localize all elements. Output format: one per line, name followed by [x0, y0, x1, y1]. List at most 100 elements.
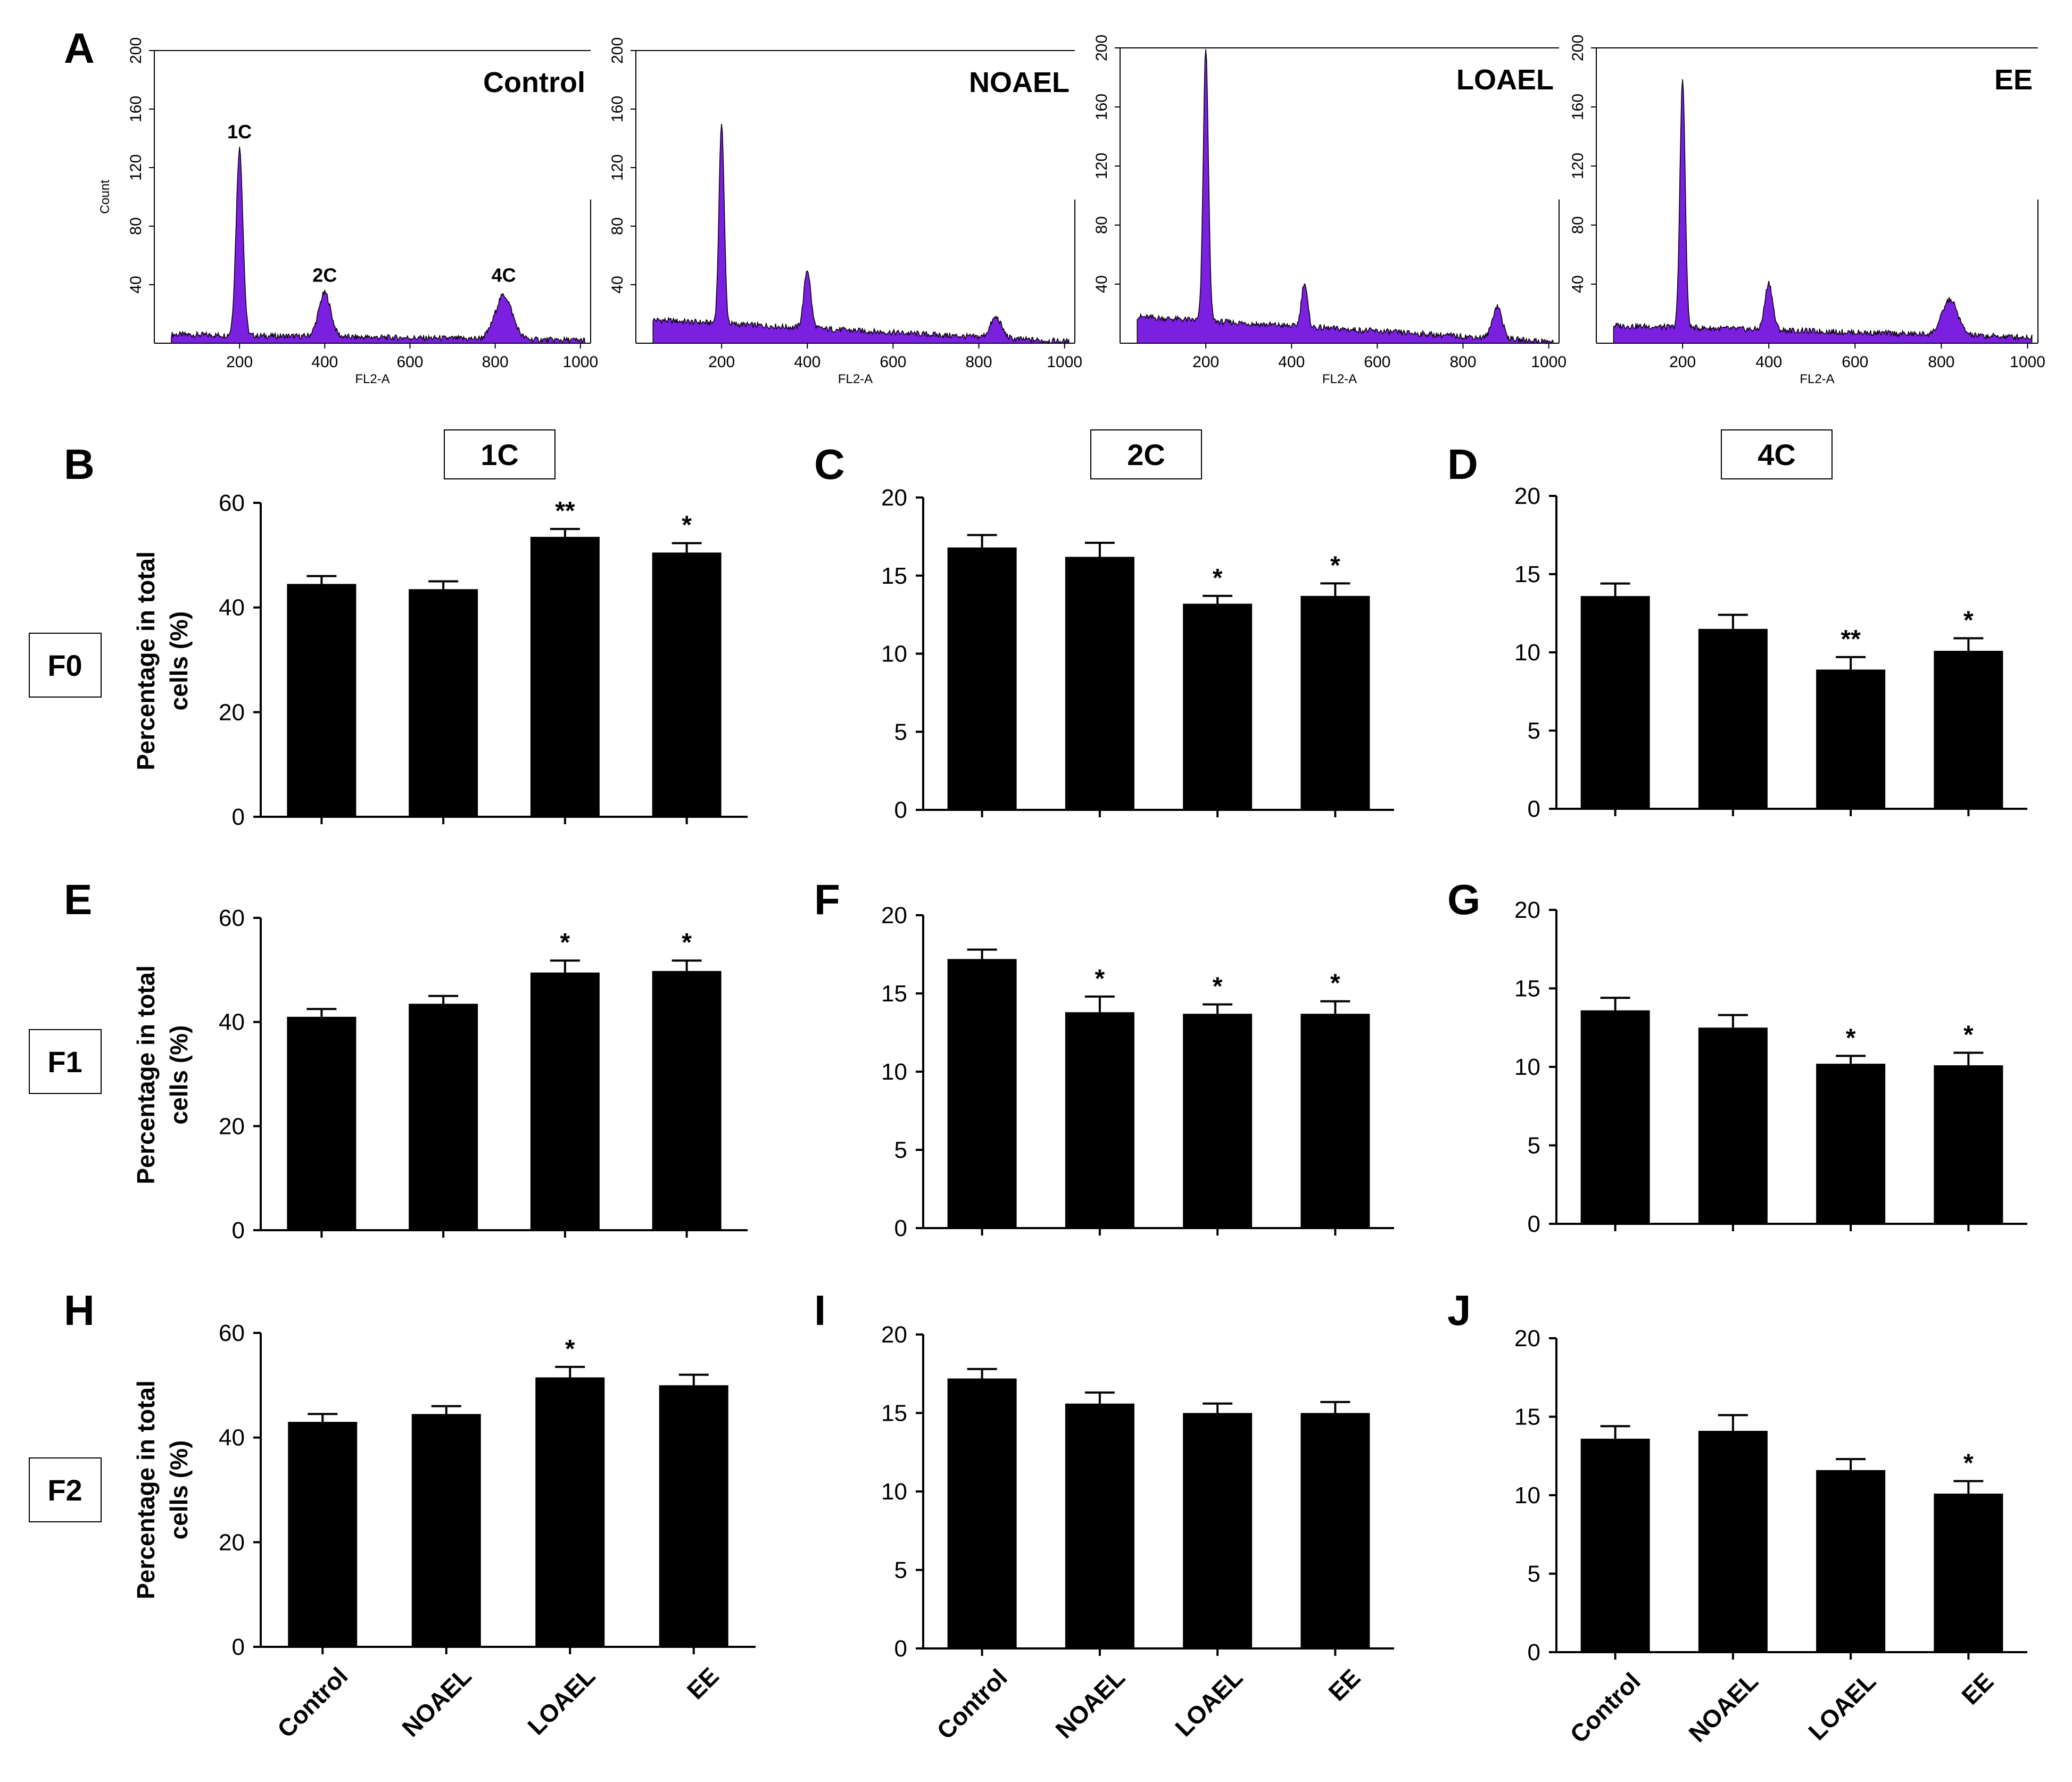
y-tick-label: 20	[1514, 1325, 1540, 1352]
y-axis-title-e: Percentage in total cells (%)	[132, 965, 193, 1184]
bar-chart-g: 0 5 10 15 20 * *	[1514, 897, 2027, 1237]
bar-ee	[1934, 651, 2003, 809]
significance-marker: *	[1330, 551, 1340, 579]
row-label-box-f0	[29, 633, 102, 698]
histogram-y-tick-label: 40	[127, 276, 145, 293]
panel-letter-a: A	[64, 24, 95, 72]
y-tick-label: 0	[894, 1636, 907, 1662]
histogram-curve	[652, 123, 1070, 345]
bar-ee	[652, 552, 722, 817]
histogram-layer: 200 400 600 800 1000 FL2-A 40 80 120 160 200 Count 1…	[98, 35, 2045, 386]
histogram-curve	[1613, 79, 2033, 344]
significance-marker: *	[1963, 1449, 1974, 1477]
category-label: EE	[1323, 1663, 1365, 1706]
bar-control	[1580, 1010, 1650, 1224]
histogram-peak-label: 2C	[312, 264, 337, 286]
histogram-y-tick-label: 40	[609, 276, 626, 293]
y-tick-label: 5	[1528, 1561, 1540, 1587]
y-tick-label: 20	[219, 699, 245, 725]
histogram-loael: 200 400 600 800 1000 FL2-A 40 80 120 160 200 LOAEL	[1093, 35, 1567, 386]
bar-noael	[409, 589, 478, 817]
row-label-f1: F1	[47, 1045, 82, 1079]
y-tick-label: 10	[881, 1059, 907, 1085]
y-tick-label: 20	[881, 1322, 907, 1348]
row-label-box-f1	[29, 1029, 102, 1094]
y-axis-title-b-line2: cells (%)	[165, 611, 193, 711]
panel-letter-i: I	[814, 1287, 826, 1334]
significance-marker: *	[1095, 965, 1105, 993]
significance-marker: *	[565, 1335, 575, 1363]
histogram-x-tick-label: 400	[311, 353, 338, 371]
y-tick-label: 40	[219, 595, 245, 621]
bar-chart-h: 0 20 40 60 Control NOAEL * LOAEL EE	[219, 1320, 756, 1743]
significance-marker: *	[1330, 969, 1340, 998]
bar-ee	[1934, 1494, 2003, 1652]
significance-marker: *	[682, 929, 692, 957]
panel-letter-d: D	[1447, 441, 1478, 488]
histogram-x-tick-label: 200	[1669, 353, 1696, 371]
y-tick-label: 20	[219, 1529, 245, 1555]
y-tick-label: 0	[232, 804, 245, 830]
histogram-x-tick-label: 1000	[562, 353, 598, 371]
histogram-y-tick-label: 120	[1569, 153, 1587, 179]
histogram-control: 200 400 600 800 1000 FL2-A 40 80 120 160 200 Count 1…	[98, 37, 598, 386]
panel-letter-c: C	[814, 441, 845, 488]
category-label: NOAEL	[396, 1662, 477, 1742]
histogram-x-tick-label: 600	[1842, 353, 1868, 371]
column-header-box-1c	[444, 429, 556, 479]
y-tick-label: 10	[881, 641, 907, 667]
y-tick-label: 10	[1514, 640, 1540, 666]
y-tick-label: 60	[219, 490, 245, 516]
bar-noael	[1698, 1027, 1768, 1224]
y-axis-title-b-line1: Percentage in total	[132, 551, 160, 770]
bar-noael	[1698, 628, 1768, 809]
histogram-y-tick-label: 120	[127, 154, 145, 181]
histogram-x-axis-label: FL2-A	[838, 372, 873, 386]
panel-letter-e: E	[64, 876, 92, 923]
y-tick-label: 20	[219, 1113, 245, 1139]
histogram-y-tick-label: 80	[1093, 216, 1110, 234]
significance-marker: *	[682, 511, 692, 540]
y-axis-title-b: Percentage in total cells (%)	[132, 551, 193, 770]
y-tick-label: 0	[1528, 1211, 1540, 1237]
category-label: EE	[1956, 1667, 1999, 1710]
bar-loael	[535, 1377, 605, 1647]
bar-chart-e: 0 20 40 60 * *	[219, 905, 748, 1244]
bar-control	[947, 1378, 1017, 1648]
bar-loael	[1183, 603, 1253, 810]
y-tick-label: 5	[894, 1557, 907, 1584]
y-axis-title-h: Percentage in total cells (%)	[132, 1380, 193, 1599]
bar-noael	[409, 1004, 478, 1230]
bar-ee	[1300, 1014, 1370, 1228]
y-tick-label: 40	[219, 1425, 245, 1451]
histogram-x-tick-label: 400	[1278, 353, 1305, 371]
panel-letter-g: G	[1447, 876, 1480, 923]
column-header-box-2c	[1090, 429, 1202, 479]
column-header-2c: 2C	[1127, 438, 1165, 471]
bar-control	[1580, 596, 1650, 809]
histogram-y-tick-label: 200	[1569, 35, 1587, 61]
y-tick-label: 10	[1514, 1054, 1540, 1080]
bar-chart-c: 0 5 10 15 20 * *	[881, 485, 1394, 823]
significance-marker: *	[1963, 607, 1974, 635]
histogram-x-tick-label: 200	[708, 353, 735, 371]
bar-control	[947, 959, 1017, 1228]
panel-letter-h: H	[64, 1287, 95, 1334]
bar-ee	[1934, 1065, 2003, 1224]
histogram-y-tick-label: 160	[1569, 94, 1587, 120]
y-tick-label: 15	[1514, 561, 1540, 587]
category-label: NOAEL	[1050, 1663, 1130, 1744]
y-tick-label: 5	[894, 719, 907, 745]
category-label: NOAEL	[1683, 1667, 1763, 1747]
histogram-x-tick-label: 1000	[1047, 353, 1082, 371]
significance-marker: *	[1213, 973, 1223, 1001]
histogram-x-tick-label: 600	[396, 353, 423, 371]
y-tick-label: 15	[881, 563, 907, 589]
y-tick-label: 15	[1514, 976, 1540, 1002]
histogram-y-tick-label: 80	[127, 217, 145, 235]
histogram-y-tick-label: 40	[1569, 275, 1587, 293]
y-tick-label: 0	[894, 1215, 907, 1241]
